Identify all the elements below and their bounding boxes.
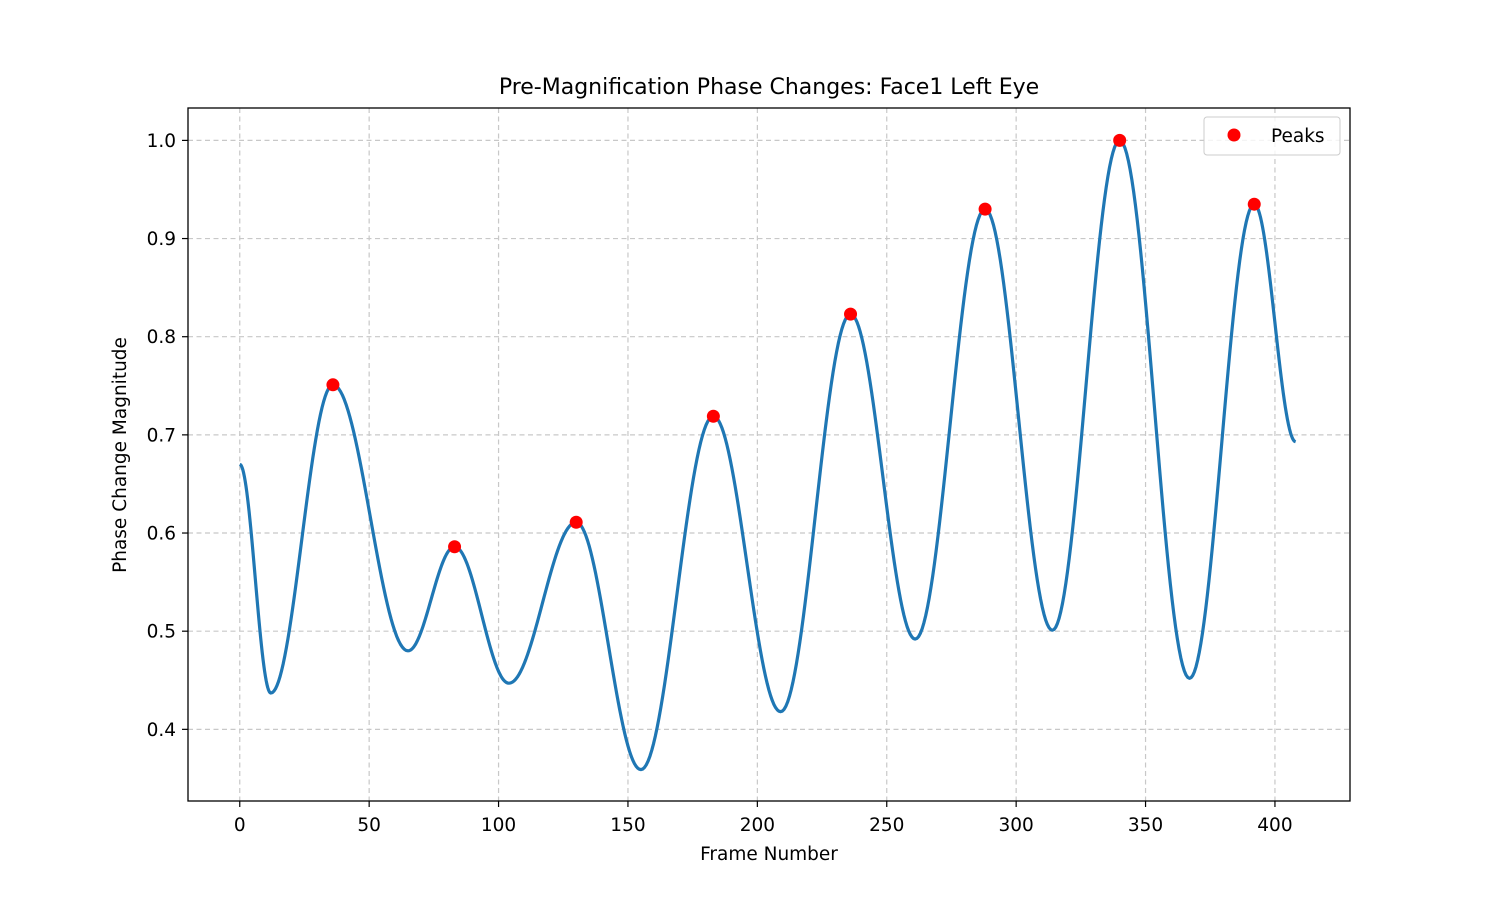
x-axis: 0 50 100 150 200 250 300 350 400 [234,801,1293,836]
legend-box [1203,116,1341,156]
phase-change-line [238,138,1297,772]
y-axis-label: Phase Change Magnitude [110,337,131,573]
peak-point [1247,197,1261,211]
plot-frame [187,107,1351,802]
peak-point [326,378,340,392]
x-tick-label: 250 [869,815,904,836]
x-tick-label: 350 [1128,815,1163,836]
x-tick-label: 300 [998,815,1033,836]
y-tick-label: 0.4 [147,720,176,741]
y-tick-label: 0.8 [147,327,176,348]
chart-title: Pre-Magnification Phase Changes: Face1 L… [499,75,1039,100]
peak-point [1113,133,1127,147]
y-tick-label: 0.7 [147,425,176,446]
x-tick-label: 200 [740,815,775,836]
y-tick-label: 0.5 [147,622,176,643]
legend: Peaks [1203,116,1341,156]
x-tick-label: 400 [1257,815,1292,836]
peak-point [448,540,462,554]
series-line-layer [238,138,1297,772]
peak-point [844,307,858,321]
y-axis: 0.4 0.5 0.6 0.7 0.8 0.9 1.0 [147,131,188,741]
x-tick-label: 150 [610,815,645,836]
x-tick-label: 0 [234,815,246,836]
y-tick-label: 0.6 [147,524,176,545]
y-tick-label: 1.0 [147,131,176,152]
y-tick-label: 0.9 [147,229,176,250]
legend-peaks-label: Peaks [1271,126,1325,147]
x-tick-label: 100 [481,815,516,836]
x-tick-label: 50 [357,815,381,836]
peak-point [706,409,720,423]
grid [188,108,1350,801]
legend-peaks-marker [1227,128,1241,142]
peaks-layer [326,133,1261,554]
x-axis-label: Frame Number [700,844,838,865]
peak-point [569,515,583,529]
peak-point [978,202,992,216]
